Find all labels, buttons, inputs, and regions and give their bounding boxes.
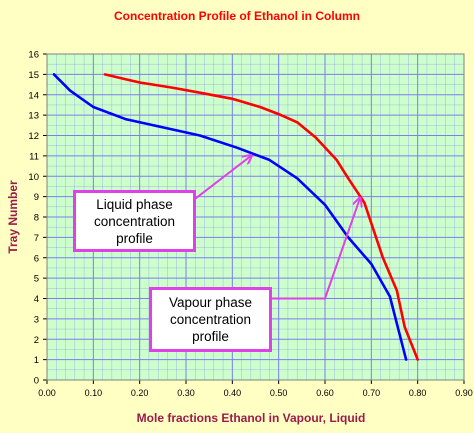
vapour-callout-line-3: profile xyxy=(192,329,229,344)
vapour-callout-line-2: concentration xyxy=(169,312,252,327)
y-tick-label: 8 xyxy=(34,213,39,224)
liquid-callout-line-3: profile xyxy=(116,230,153,246)
y-tick-label: 2 xyxy=(34,335,39,346)
y-tick-label: 6 xyxy=(34,253,39,264)
y-tick-label: 11 xyxy=(29,151,39,162)
x-tick-label: 0.10 xyxy=(85,388,103,398)
y-tick-label: 15 xyxy=(28,70,39,81)
x-tick-label: 0.70 xyxy=(363,388,381,398)
annotation-arrow-1 xyxy=(194,156,251,200)
x-tick-label: 0.50 xyxy=(270,388,288,398)
x-tick-label: 0.20 xyxy=(131,388,149,398)
y-tick-label: 1 xyxy=(34,355,39,366)
y-tick-label: 0 xyxy=(34,376,39,387)
y-tick-label: 16 xyxy=(28,50,39,61)
x-axis-label: Mole fractions Ethanol in Vapour, Liquid xyxy=(137,411,366,425)
vapour-phase-callout: Vapour phase concentration profile xyxy=(149,287,272,352)
y-axis-label: Tray Number xyxy=(6,180,20,254)
x-tick-label: 0.60 xyxy=(316,388,334,398)
y-tick-label: 4 xyxy=(34,294,39,305)
series-line-2 xyxy=(103,73,420,361)
y-tick-label: 3 xyxy=(34,314,39,325)
y-tick-label: 14 xyxy=(28,90,39,101)
y-tick-label: 10 xyxy=(28,172,39,183)
liquid-phase-callout: Liquid phase concentration profile xyxy=(73,190,196,252)
y-tick-label: 7 xyxy=(34,233,39,244)
x-tick-label: 0.00 xyxy=(38,388,56,398)
y-tick-label: 9 xyxy=(34,192,39,203)
liquid-callout-line-2: concentration xyxy=(93,213,176,229)
chart-title: Concentration Profile of Ethanol in Colu… xyxy=(114,9,360,23)
y-tick-label: 12 xyxy=(28,131,39,142)
x-tick-label: 0.40 xyxy=(224,388,242,398)
x-tick-label: 0.90 xyxy=(455,388,473,398)
liquid-callout-line-1: Liquid phase xyxy=(96,196,173,212)
vapour-callout-line-1: Vapour phase xyxy=(168,295,253,310)
plot-border xyxy=(46,53,465,381)
y-tick-label: 13 xyxy=(28,111,39,122)
x-tick-label: 0.80 xyxy=(409,388,427,398)
x-tick-label: 0.30 xyxy=(177,388,195,398)
annotation-arrow-2 xyxy=(253,199,360,300)
y-tick-label: 5 xyxy=(34,274,39,285)
